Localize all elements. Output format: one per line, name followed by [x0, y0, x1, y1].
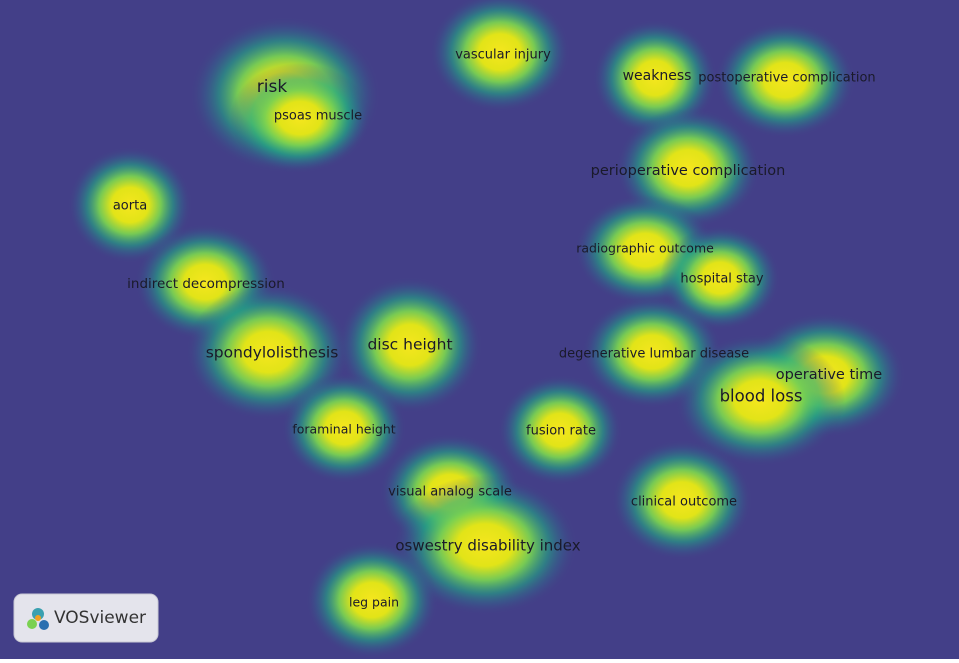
keyword-label: risk — [257, 77, 288, 97]
keyword-label: spondylolisthesis — [206, 344, 339, 362]
logo: VOSviewer — [13, 593, 159, 643]
density-blob — [230, 63, 370, 173]
density-blob — [675, 334, 845, 466]
density-blob — [393, 475, 577, 615]
label-layer: risk psoas muscle vascular injury weakness p… — [113, 48, 882, 610]
logo-dot — [27, 619, 37, 629]
keyword-label: visual analog scale — [388, 485, 512, 500]
density-blob — [593, 20, 717, 136]
keyword-label: postoperative complication — [698, 71, 875, 86]
keyword-label: clinical outcome — [631, 495, 737, 510]
density-blob — [282, 373, 406, 483]
keyword-label: blood loss — [720, 387, 803, 406]
density-blob — [660, 226, 780, 330]
keyword-label: oswestry disability index — [395, 537, 580, 555]
logo-icon — [27, 608, 49, 630]
logo-text: VOSviewer — [54, 608, 146, 628]
keyword-label: foraminal height — [292, 422, 395, 437]
keyword-label: vascular injury — [455, 48, 551, 63]
keyword-label: weakness — [623, 68, 692, 84]
density-blob — [715, 22, 855, 138]
keyword-label: perioperative complication — [591, 163, 786, 179]
keyword-label: fusion rate — [526, 424, 596, 439]
keyword-label: psoas muscle — [274, 109, 362, 124]
density-blob — [68, 147, 192, 263]
keyword-label: hospital stay — [680, 272, 763, 287]
keyword-label: aorta — [113, 199, 147, 214]
density-blob — [430, 0, 570, 112]
keyword-label: leg pain — [349, 595, 399, 610]
density-blob — [338, 277, 482, 413]
logo-box — [13, 593, 159, 643]
logo-dot — [32, 608, 44, 620]
keyword-label: degenerative lumbar disease — [559, 347, 749, 362]
density-blob — [612, 440, 752, 560]
logo-dot — [35, 615, 41, 621]
keyword-label: indirect decompression — [127, 276, 285, 292]
keyword-label: radiographic outcome — [576, 241, 714, 256]
logo-dot — [39, 620, 49, 630]
keyword-label: operative time — [776, 367, 883, 383]
density-layer — [68, 0, 905, 658]
density-blob — [306, 542, 438, 658]
density-blob — [498, 375, 622, 485]
keyword-label: disc height — [367, 336, 452, 354]
